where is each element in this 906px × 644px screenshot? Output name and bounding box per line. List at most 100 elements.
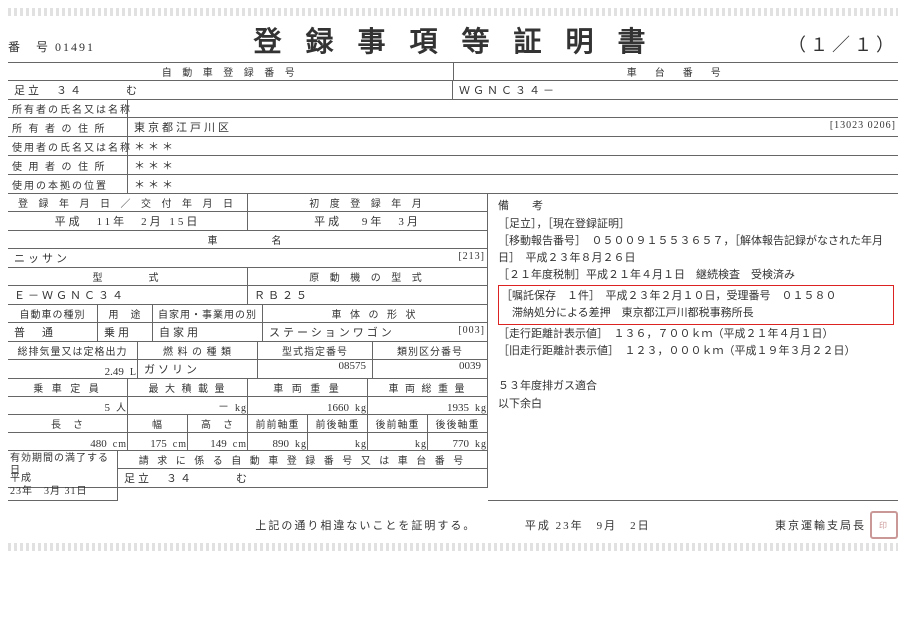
remarks-line: ５３年度排ガス適合 [498,378,894,395]
owner-addr-code: [13023 0206] [828,118,898,136]
owner-addr-row: 所 有 者 の 住 所 東京都江戸川区 [13023 0206] [8,118,898,137]
first-reg-value: 平成 9年 3月 [248,212,488,230]
expiry-value-row: 平成 23年 3月 31日 [8,470,118,501]
body-value: ステーションワゴン [263,323,456,341]
kind-headers: 自動車の種別 用 途 自家用・事業用の別 車 体 の 形 状 [8,305,488,323]
cap-unit: 人 [116,399,127,414]
top-decoration [8,8,898,16]
model-headers: 型 式 原 動 機 の 型 式 [8,268,488,286]
len-value: 480 [8,438,113,450]
header: 番 号 01491 登録事項等証明書 （１／１） [8,18,898,63]
kind-label: 自動車の種別 [8,305,98,322]
weight-values: 5人 －kg 1660kg 1935kg [8,397,488,415]
first-reg-label: 初 度 登 録 年 月 [248,194,488,211]
remarks-body: ［足立］，［現在登録証明］［移動報告番号］ ０５００９１５５３６５７，［解体報告… [498,216,894,284]
vin-header: 車 台 番 号 [454,63,899,80]
date-headers: 登 録 年 月 日 ／ 交 付 年 月 日 初 度 登 録 年 月 [8,194,488,212]
rr-label: 後後軸重 [428,415,488,432]
certificate-document: 番 号 01491 登録事項等証明書 （１／１） 自 動 車 登 録 番 号 車… [8,8,898,551]
weight-value: 1660 [248,402,355,414]
fuel-value: ガソリン [138,360,258,378]
label: 番 号 [8,40,50,54]
priv-value: 自家用 [153,323,263,341]
owner-name-row: 所有者の氏名又は名称 [8,100,898,118]
disp-value: 2.49 [8,366,130,378]
user-addr-value: ＊＊＊ [128,156,898,174]
gross-unit: kg [475,403,487,414]
plate-value: 足立 ３４ む [8,81,453,99]
claim-value: 足立 ３４ む [118,469,488,487]
user-addr-label: 使 用 者 の 住 所 [8,156,128,174]
owner-addr-label: 所 有 者 の 住 所 [8,118,128,136]
expiry-value: 平成 23年 3月 31日 [8,470,118,500]
len-unit: cm [113,439,127,450]
footer-office: 東京運輸支局長 印 [775,511,898,539]
maker-code: [213] [456,249,488,267]
maxload-label: 最 大 積 載 量 [128,379,248,396]
cert-date: 平成 23年 9月 2日 [525,520,651,532]
model-label: 型 式 [8,268,248,285]
kind-value: 普 通 [8,323,98,341]
disp-headers: 総排気量又は定格出力 燃 料 の 種 類 型式指定番号 類別区分番号 [8,342,488,360]
remarks-body-2: ［走行距離計表示値］ １３６，７００ｋｍ（平成２１年４月１日）［旧走行距離計表示… [498,326,894,413]
page-number: （１／１） [788,31,898,57]
remarks-label: 備 考 [498,198,894,215]
disp-unit: L [130,367,137,378]
weight-label: 車 両 重 量 [248,379,368,396]
remarks-line: ［旧走行距離計表示値］ １２３，０００ｋｍ（平成１９年３月２２日） [498,343,894,360]
maxload-unit: kg [235,403,247,414]
ff-unit: kg [295,439,307,450]
rr-value: 770 [428,438,475,450]
priv-label: 自家用・事業用の別 [153,305,263,322]
remarks-line [498,361,894,378]
maker-label: 車 名 [8,231,488,248]
disp-values: 2.49 L ガソリン 08575 0039 [8,360,488,379]
claim-label: 請 求 に 係 る 自 動 車 登 録 番 号 又 は 車 台 番 号 [118,451,488,469]
model-value: Ｅ－ＷＧＮＣ３４ [8,286,248,304]
engine-label: 原 動 機 の 型 式 [248,268,488,285]
remarks-line: ［移動報告番号］ ０５００９１５５３６５７，［解体報告記録がなされた年月日］ 平… [498,233,894,266]
wid-unit: cm [173,439,187,450]
main-content: 登 録 年 月 日 ／ 交 付 年 月 日 初 度 登 録 年 月 平成 11年… [8,194,898,501]
hei-label: 高 さ [188,415,248,432]
use-label: 用 途 [98,305,153,322]
cert-text: 上記の通り相違ないことを証明する。 [255,520,476,532]
kind-values: 普 通 乗用 自家用 ステーションワゴン [003] [8,323,488,342]
body-label: 車 体 の 形 状 [263,305,488,322]
hei-unit: cm [233,439,247,450]
date-values: 平成 11年 2月 15日 平成 9年 3月 [8,212,488,231]
reg-issue-label: 登 録 年 月 日 ／ 交 付 年 月 日 [8,194,248,211]
fr-label: 前後軸重 [308,415,368,432]
vin-value: ＷＧＮＣ３４－ [453,81,898,99]
user-name-row: 使用者の氏名又は名称 ＊＊＊ [8,137,898,156]
remarks-line: 以下余白 [498,396,894,413]
hei-value: 149 [188,438,233,450]
document-title: 登録事項等証明書 [135,20,788,60]
cat-no-label: 類別区分番号 [373,342,488,359]
maker-value: ニッサン [8,249,456,267]
type-no-value: 08575 [258,360,373,378]
disp-label: 総排気量又は定格出力 [8,342,138,359]
fr-unit: kg [355,439,367,450]
user-name-label: 使用者の氏名又は名称 [8,137,128,155]
weight-unit: kg [355,403,367,414]
maker-header-row: 車 名 [8,231,488,249]
remarks-line: ［足立］，［現在登録証明］ [498,216,894,233]
user-base-value: ＊＊＊ [128,175,898,193]
ff-value: 890 [248,438,295,450]
maxload-value: － [128,398,235,414]
footer: 上記の通り相違ないことを証明する。 平成 23年 9月 2日 東京運輸支局長 印 [8,511,898,539]
remarks-line: ［２１年度税制］平成２１年４月１日 継続検査 受検済み [498,267,894,284]
engine-value: ＲＢ２５ [248,286,488,304]
owner-name-label: 所有者の氏名又は名称 [8,100,128,117]
remarks-highlighted: ［嘱託保存 １件］ 平成２３年２月１０日，受理番号 ０１５８０ 滞納処分による差… [498,285,894,325]
seal-icon: 印 [870,511,898,539]
wid-value: 175 [128,438,173,450]
wid-label: 幅 [128,415,188,432]
body-code: [003] [456,323,488,341]
model-values: Ｅ－ＷＧＮＣ３４ ＲＢ２５ [8,286,488,305]
user-addr-row: 使 用 者 の 住 所 ＊＊＊ [8,156,898,175]
remarks-column: 備 考 ［足立］，［現在登録証明］［移動報告番号］ ０５００９１５５３６５７，［… [488,194,898,501]
rf-label: 後前軸重 [368,415,428,432]
bottom-decoration [8,543,898,551]
